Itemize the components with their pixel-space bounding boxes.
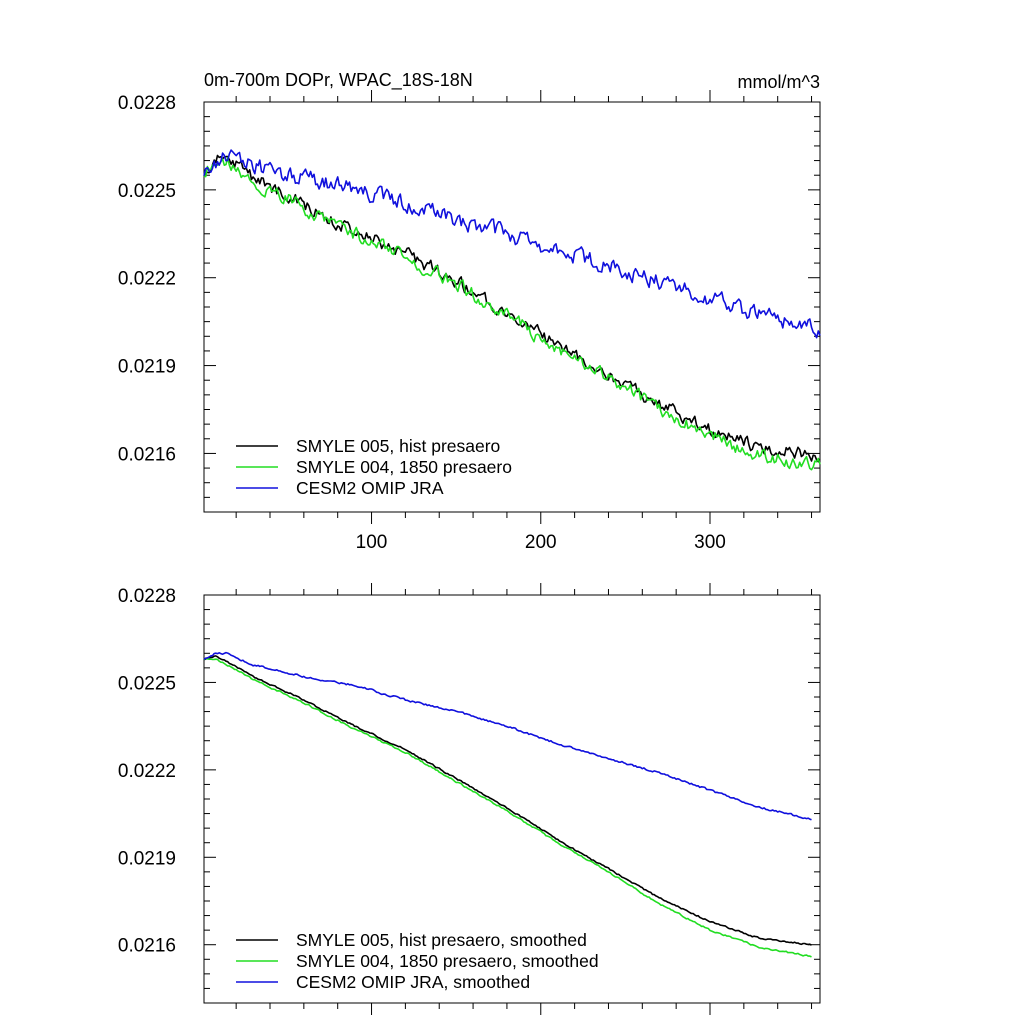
y-tick-label: 0.0225 [118, 181, 176, 202]
bottom-chart-panel: 0.0216 0.0219 0.0222 0.0225 0.0228 SMYLE 005,… [118, 583, 821, 1015]
x-tick-label: 100 [356, 532, 388, 553]
series-line-2 [203, 156, 821, 471]
y-tick-label: 0.0222 [118, 761, 176, 782]
y-tick-label: 0.0219 [118, 848, 176, 869]
legend-label-1: SMYLE 005, hist presaero [296, 436, 500, 456]
units-label: mmol/m^3 [738, 72, 820, 92]
y-tick-label: 0.0222 [118, 269, 176, 290]
y-tick-label: 0.0216 [118, 444, 176, 465]
series-line-3 [203, 651, 812, 821]
y-tick-label: 0.0219 [118, 357, 176, 378]
legend-label-3: CESM2 OMIP JRA, smoothed [296, 972, 530, 992]
y-tick-label: 0.0225 [118, 673, 176, 694]
chart-title: 0m-700m DOPr, WPAC_18S-18N [204, 70, 473, 91]
y-tick-label: 0.0228 [118, 586, 176, 607]
x-tick-label: 200 [525, 532, 557, 553]
series-line-1 [203, 154, 821, 463]
legend-label-3: CESM2 OMIP JRA [296, 478, 444, 498]
legend-label-1: SMYLE 005, hist presaero, smoothed [296, 930, 587, 950]
series-line-3 [203, 149, 821, 339]
series-line-2 [203, 657, 812, 958]
legend-label-2: SMYLE 004, 1850 presaero [296, 457, 512, 477]
legend-label-2: SMYLE 004, 1850 presaero, smoothed [296, 951, 599, 971]
y-tick-label: 0.0216 [118, 936, 176, 957]
top-chart-panel: 0.0216 0.0219 0.0222 0.0225 0.0228 100 200 300 0… [118, 70, 821, 553]
x-tick-label: 300 [694, 532, 726, 553]
series-line-1 [203, 655, 812, 946]
y-tick-label: 0.0228 [118, 93, 176, 114]
